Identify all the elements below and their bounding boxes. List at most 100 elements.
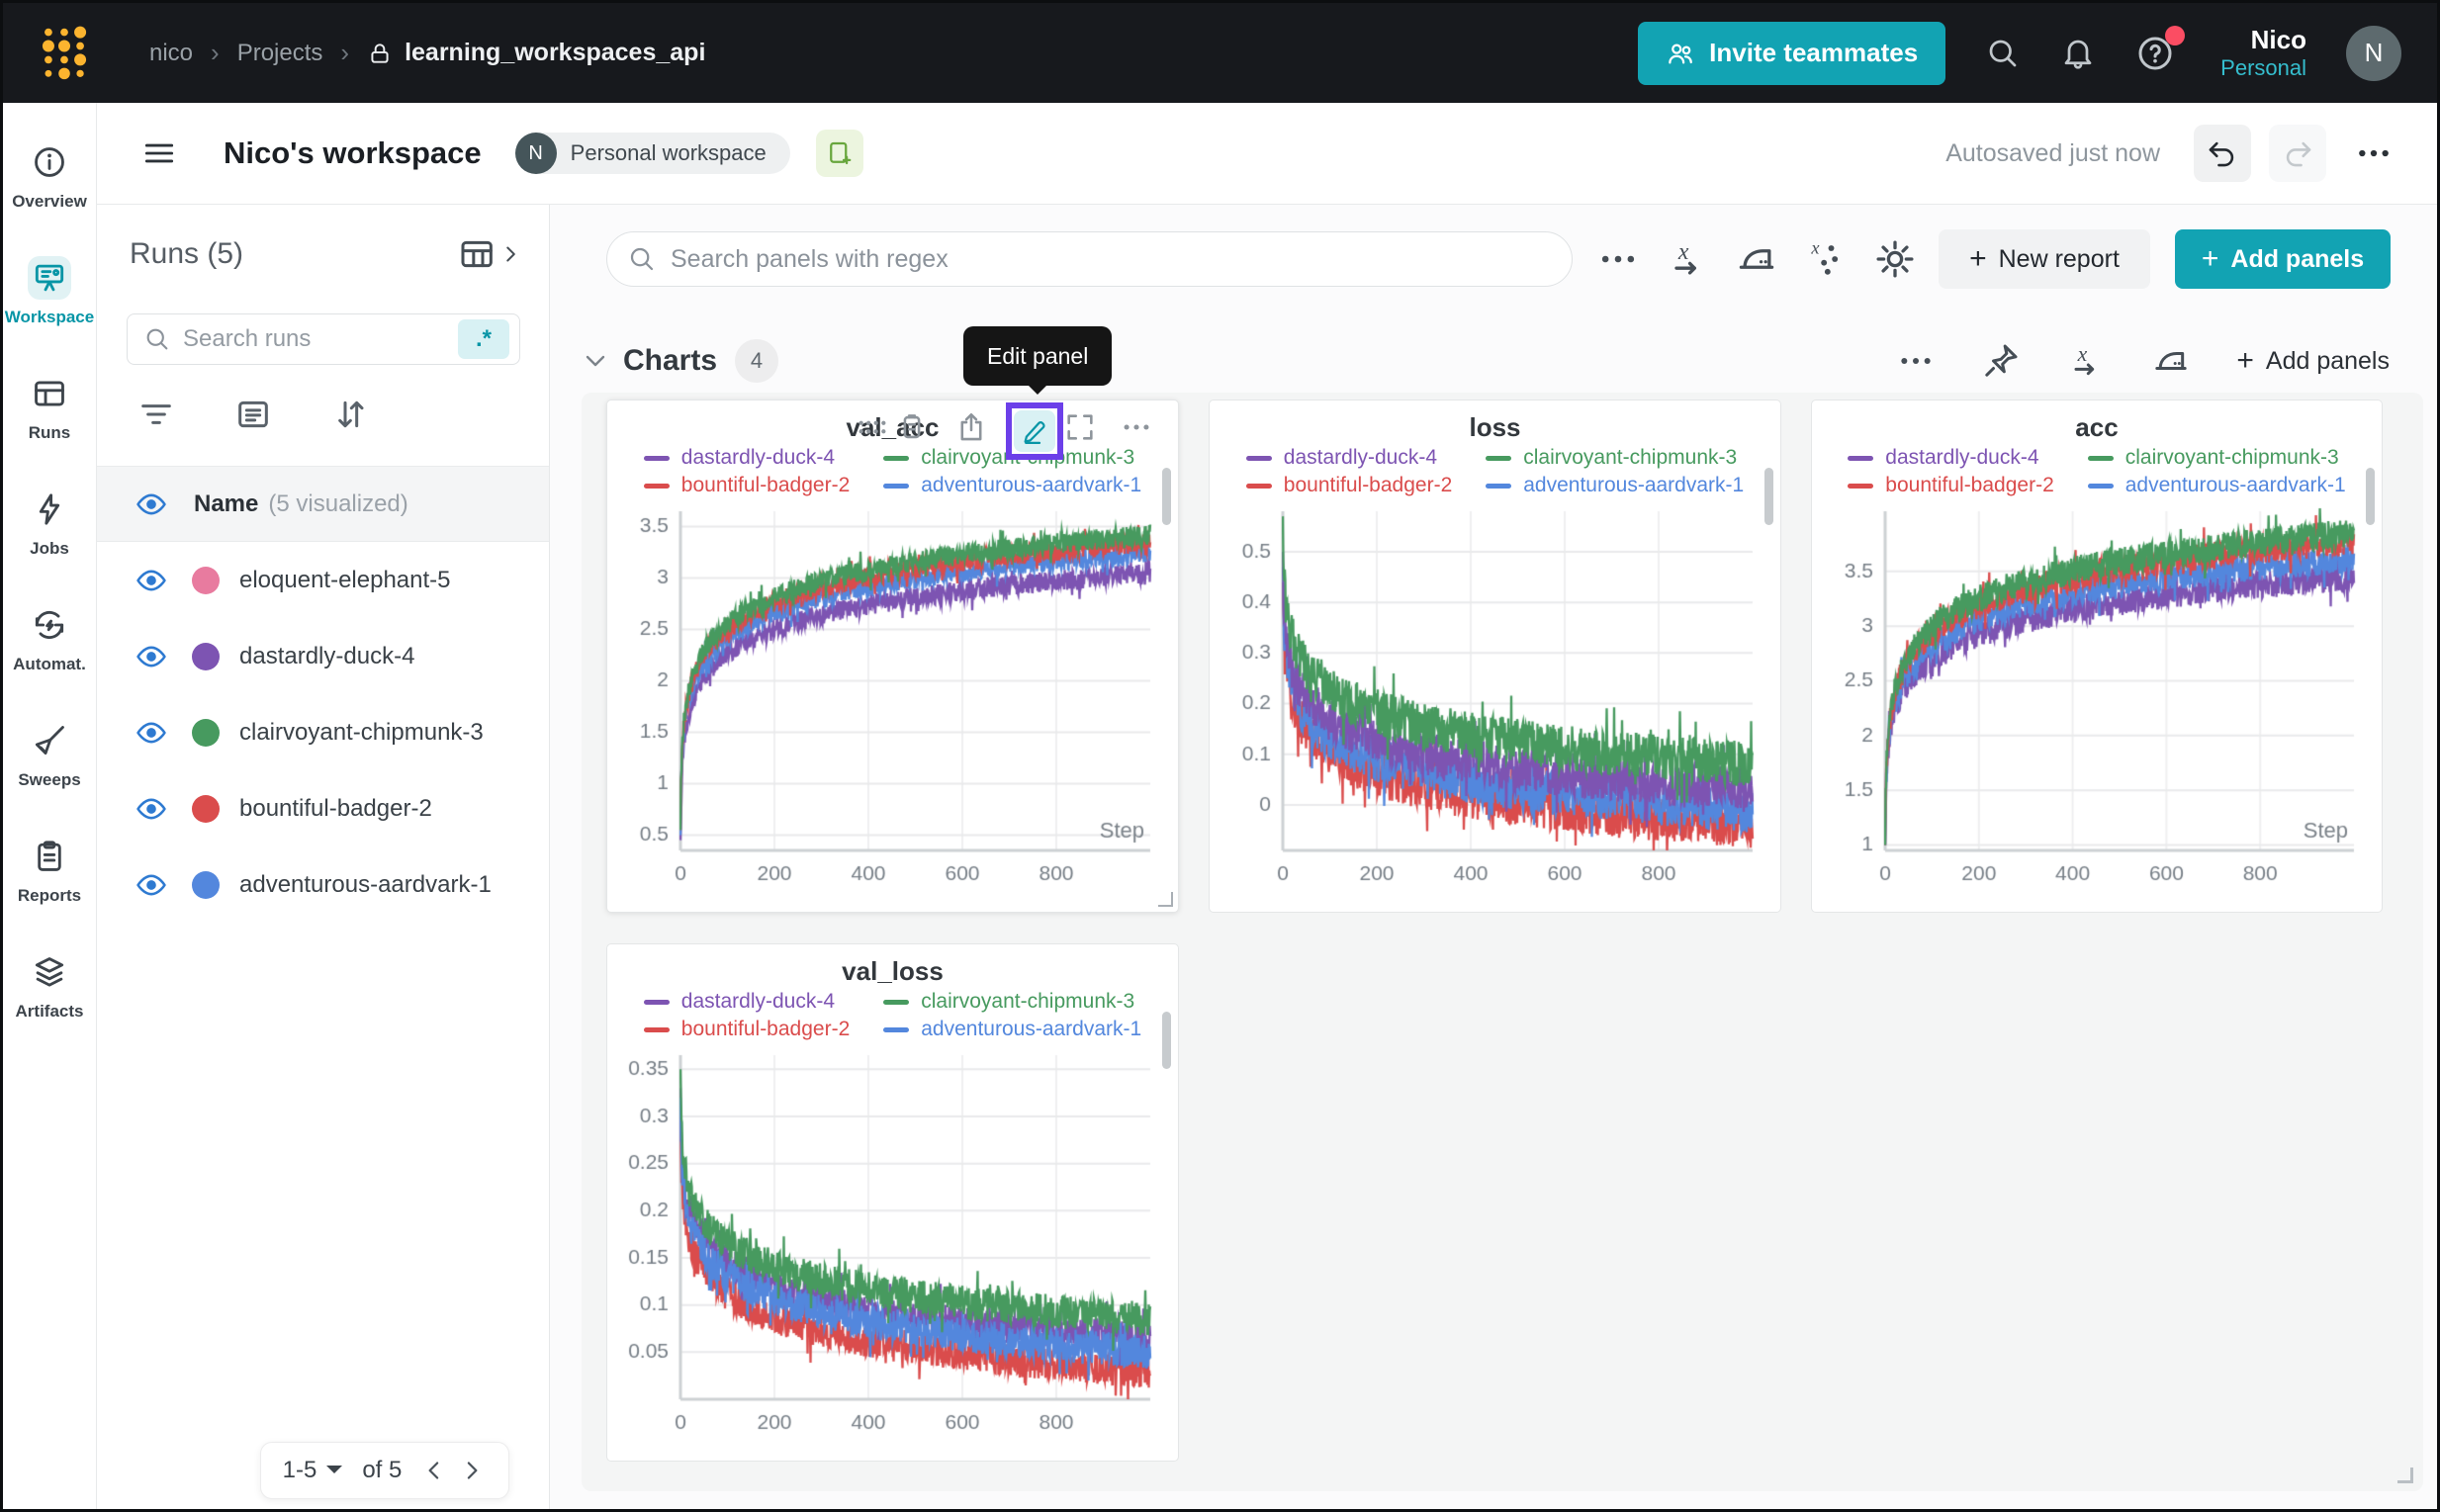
sidebar-item-artifacts[interactable]: Artifacts [3, 938, 96, 1054]
legend-item[interactable]: dastardly-duck-4 [1848, 446, 2053, 470]
run-name[interactable]: bountiful-badger-2 [239, 794, 432, 822]
eye-icon[interactable] [135, 792, 168, 826]
eye-icon[interactable] [135, 488, 168, 521]
smoothing-icon[interactable] [1735, 237, 1778, 281]
fullscreen-icon[interactable] [1063, 410, 1097, 444]
copy-panel-icon[interactable] [895, 410, 929, 444]
user-menu[interactable]: Nico Personal [2220, 24, 2306, 80]
eye-icon[interactable] [135, 868, 168, 902]
section-overflow-icon[interactable] [1896, 341, 1936, 381]
redo-button[interactable] [2269, 125, 2326, 182]
panel-overflow-icon[interactable] [1120, 410, 1153, 444]
avatar[interactable]: N [2346, 25, 2401, 81]
legend-item[interactable]: adventurous-aardvark-1 [2087, 474, 2346, 497]
add-panels-button[interactable]: + Add panels [2175, 229, 2391, 289]
export-panel-icon[interactable] [954, 410, 988, 444]
edit-panel-button[interactable] [1014, 410, 1055, 452]
run-row[interactable]: clairvoyant-chipmunk-3 [97, 694, 549, 770]
settings-gear-icon[interactable] [1873, 237, 1917, 281]
pagination-range[interactable]: 1-5 [282, 1457, 317, 1483]
chart-plot[interactable] [1824, 501, 2370, 898]
bell-icon[interactable] [2060, 36, 2096, 71]
sidebar-item-runs[interactable]: Runs [3, 360, 96, 476]
chart-panel-val_loss[interactable]: val_loss dastardly-duck-4 clairvoyant-chip… [606, 943, 1179, 1462]
chart-panel-loss[interactable]: loss dastardly-duck-4 clairvoyant-chipmunk… [1209, 400, 1781, 913]
legend-item[interactable]: adventurous-aardvark-1 [883, 474, 1141, 497]
sort-icon[interactable] [330, 395, 370, 434]
run-name[interactable]: eloquent-elephant-5 [239, 566, 451, 593]
run-row[interactable]: eloquent-elephant-5 [97, 542, 549, 618]
search-icon[interactable] [1985, 36, 2021, 71]
sidebar-item-jobs[interactable]: Jobs [3, 476, 96, 591]
chart-panel-val_acc[interactable]: val_acc dastardly-duck-4clairvoyant-chipm… [606, 400, 1179, 913]
legend-item[interactable]: bountiful-badger-2 [643, 474, 850, 497]
chart-plot[interactable] [619, 501, 1166, 898]
breadcrumb-projects[interactable]: Projects [236, 39, 323, 66]
sidebar-item-workspace[interactable]: Workspace [3, 244, 96, 360]
legend-item[interactable]: clairvoyant-chipmunk-3 [2087, 446, 2346, 470]
section-add-panels-button[interactable]: + Add panels [2236, 344, 2390, 377]
overflow-menu-icon[interactable] [2354, 133, 2394, 173]
run-name[interactable]: clairvoyant-chipmunk-3 [239, 718, 484, 746]
next-page-button[interactable] [457, 1456, 487, 1485]
run-row[interactable]: bountiful-badger-2 [97, 770, 549, 846]
legend-scrollbar[interactable] [2366, 468, 2375, 525]
legend-item[interactable]: bountiful-badger-2 [1245, 474, 1452, 497]
x-axis-settings-icon[interactable]: x [1666, 237, 1709, 281]
undo-button[interactable] [2194, 125, 2251, 182]
runs-search-input[interactable] [183, 325, 458, 353]
legend-scrollbar[interactable] [1162, 468, 1171, 525]
sidebar-item-automat[interactable]: Automat. [3, 591, 96, 707]
legend-item[interactable]: dastardly-duck-4 [1245, 446, 1452, 470]
legend-item[interactable]: adventurous-aardvark-1 [1486, 474, 1744, 497]
eye-icon[interactable] [135, 640, 168, 673]
outliers-icon[interactable]: x [1804, 237, 1848, 281]
panels-overflow-icon[interactable] [1596, 237, 1640, 281]
run-row[interactable]: dastardly-duck-4 [97, 618, 549, 694]
runs-column-name[interactable]: Name [194, 489, 259, 517]
sidebar-item-sweeps[interactable]: Sweeps [3, 707, 96, 823]
saved-views-button[interactable] [815, 130, 863, 177]
hamburger-menu-icon[interactable] [140, 134, 178, 172]
group-columns-icon[interactable] [233, 395, 273, 434]
invite-teammates-button[interactable]: Invite teammates [1638, 21, 1946, 85]
legend-label: adventurous-aardvark-1 [2124, 474, 2346, 496]
pin-section-icon[interactable] [1981, 341, 2021, 381]
chart-panel-acc[interactable]: acc dastardly-duck-4 clairvoyant-chipmunk-… [1811, 400, 2383, 913]
expand-runs-table-button[interactable] [458, 234, 523, 274]
run-name[interactable]: adventurous-aardvark-1 [239, 870, 492, 898]
legend-item[interactable]: bountiful-badger-2 [1848, 474, 2054, 497]
legend-item[interactable]: dastardly-duck-4 [643, 446, 850, 470]
chevron-down-icon[interactable] [580, 345, 611, 377]
charts-section-title[interactable]: Charts [623, 344, 718, 377]
drag-handle-icon[interactable] [856, 410, 889, 444]
breadcrumb-project[interactable]: learning_workspaces_api [367, 39, 705, 67]
filter-icon[interactable] [136, 395, 176, 434]
help-button[interactable] [2135, 25, 2186, 73]
new-report-button[interactable]: + New report [1939, 229, 2150, 289]
legend-item[interactable]: clairvoyant-chipmunk-3 [883, 990, 1141, 1014]
legend-scrollbar[interactable] [1764, 468, 1773, 525]
run-row[interactable]: adventurous-aardvark-1 [97, 846, 549, 923]
legend-item[interactable]: dastardly-duck-4 [643, 990, 850, 1014]
prev-page-button[interactable] [419, 1456, 449, 1485]
sidebar-item-reports[interactable]: Reports [3, 823, 96, 938]
legend-item[interactable]: bountiful-badger-2 [643, 1018, 850, 1041]
wandb-logo-icon[interactable] [39, 24, 90, 83]
section-resize-handle[interactable] [2397, 1468, 2413, 1483]
breadcrumb-user[interactable]: nico [149, 39, 194, 66]
x-axis-settings-icon[interactable]: x [2066, 341, 2106, 381]
legend-item[interactable]: adventurous-aardvark-1 [883, 1018, 1141, 1041]
eye-icon[interactable] [135, 716, 168, 750]
panel-search-input[interactable] [671, 244, 1552, 274]
regex-toggle[interactable]: .* [458, 319, 509, 359]
eye-icon[interactable] [135, 564, 168, 597]
chart-plot[interactable] [1221, 501, 1768, 898]
run-name[interactable]: dastardly-duck-4 [239, 642, 415, 669]
legend-scrollbar[interactable] [1162, 1012, 1171, 1069]
panel-resize-handle[interactable] [1158, 892, 1173, 907]
legend-item[interactable]: clairvoyant-chipmunk-3 [1486, 446, 1744, 470]
smoothing-icon[interactable] [2151, 341, 2191, 381]
chart-plot[interactable] [619, 1045, 1166, 1447]
sidebar-item-overview[interactable]: Overview [3, 129, 96, 244]
